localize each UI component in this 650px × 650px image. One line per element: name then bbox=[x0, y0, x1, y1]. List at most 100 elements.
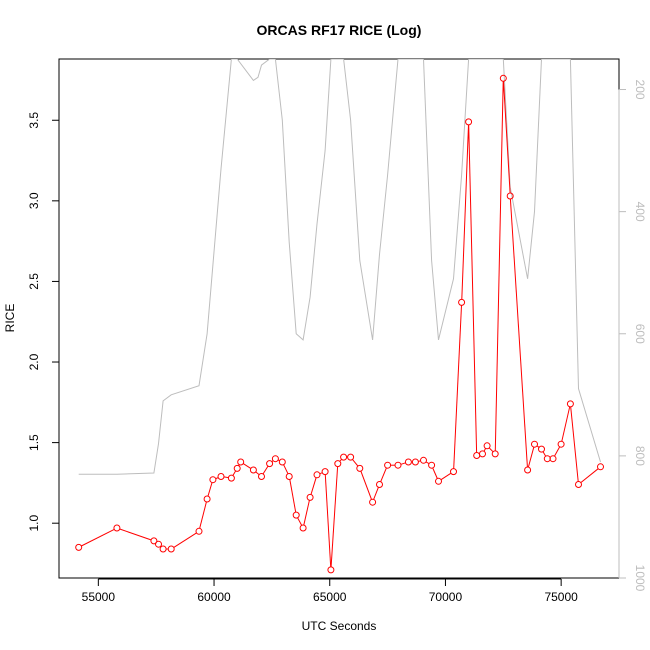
data-point bbox=[258, 473, 265, 480]
data-point bbox=[566, 400, 574, 408]
data-point bbox=[334, 460, 342, 468]
series-segment bbox=[425, 461, 430, 465]
right-axis: 200 400 600 800 1000 bbox=[618, 80, 647, 592]
y-tick-label: 3.5 bbox=[27, 112, 41, 129]
data-point bbox=[491, 450, 499, 458]
data-point bbox=[150, 537, 158, 545]
data-point bbox=[384, 461, 392, 469]
series-segment bbox=[352, 459, 359, 467]
data-point bbox=[575, 481, 582, 488]
data-point bbox=[217, 473, 225, 480]
data-point bbox=[347, 453, 355, 461]
y-tick-label: 1.5 bbox=[27, 434, 41, 451]
x-tick-label: 75000 bbox=[544, 590, 578, 604]
data-point bbox=[327, 566, 335, 574]
data-point bbox=[524, 466, 532, 474]
series-segment bbox=[255, 471, 260, 475]
series-segment bbox=[570, 406, 579, 482]
data-point bbox=[75, 543, 83, 551]
y-tick-label: 3.0 bbox=[27, 192, 41, 209]
data-point bbox=[278, 458, 286, 466]
data-point bbox=[155, 540, 162, 548]
series-segment bbox=[207, 482, 213, 497]
data-point bbox=[420, 456, 427, 464]
y-tick-label: 2.0 bbox=[27, 353, 41, 370]
series-segment bbox=[297, 517, 303, 526]
series-segment bbox=[360, 471, 372, 500]
plot-frame bbox=[58, 58, 620, 579]
series-segment bbox=[380, 467, 387, 482]
series-segment bbox=[488, 447, 494, 453]
data-point bbox=[428, 461, 436, 469]
data-point bbox=[404, 458, 412, 466]
series-segment bbox=[330, 466, 339, 567]
series-segment bbox=[223, 476, 229, 479]
chart-title: ORCAS RF17 RICE (Log) bbox=[257, 22, 422, 38]
series-segment bbox=[324, 474, 332, 567]
data-point bbox=[249, 466, 257, 474]
series-segment bbox=[199, 501, 207, 529]
data-point bbox=[465, 118, 473, 126]
data-point bbox=[237, 458, 245, 466]
series-segment bbox=[527, 446, 535, 468]
data-point bbox=[167, 545, 175, 553]
series-segment bbox=[453, 305, 462, 469]
data-point bbox=[435, 477, 442, 485]
data-point bbox=[531, 440, 538, 448]
data-point bbox=[306, 493, 314, 501]
data-point bbox=[450, 468, 457, 476]
data-point bbox=[369, 498, 377, 506]
x-tick-label: 55000 bbox=[82, 590, 116, 604]
series-segment bbox=[310, 477, 317, 495]
series-segment bbox=[373, 487, 379, 500]
series-segment bbox=[432, 467, 438, 479]
series-segment bbox=[173, 532, 197, 548]
series-segment bbox=[119, 528, 152, 541]
x-tick-label: 60000 bbox=[197, 590, 231, 604]
data-point bbox=[299, 524, 307, 532]
data-point bbox=[209, 476, 217, 484]
primary-series bbox=[75, 74, 604, 574]
data-point bbox=[557, 440, 565, 448]
series-segment bbox=[232, 470, 237, 476]
series-segment bbox=[242, 463, 252, 469]
data-point bbox=[285, 473, 293, 480]
data-point bbox=[394, 461, 402, 469]
right-tick-label: 600 bbox=[633, 324, 647, 344]
x-tick-label: 70000 bbox=[429, 590, 463, 604]
series-segment bbox=[400, 462, 406, 465]
data-point bbox=[411, 458, 419, 466]
data-point bbox=[195, 527, 203, 535]
series-segment bbox=[262, 465, 269, 475]
x-axis: 55000 60000 65000 70000 75000 bbox=[82, 578, 578, 604]
data-point bbox=[321, 468, 329, 476]
data-point bbox=[340, 453, 348, 461]
data-point bbox=[376, 481, 383, 488]
data-point bbox=[203, 495, 211, 503]
series-segment bbox=[283, 464, 289, 475]
series-segment bbox=[81, 528, 115, 547]
secondary-series-line bbox=[78, 59, 601, 475]
data-point bbox=[597, 463, 604, 471]
series-segment bbox=[554, 446, 561, 457]
series-segment bbox=[561, 406, 571, 442]
series-segment bbox=[509, 198, 528, 468]
x-tick-label: 65000 bbox=[313, 590, 347, 604]
x-axis-label: UTC Seconds bbox=[302, 619, 377, 633]
y-tick-label: 2.5 bbox=[27, 273, 41, 290]
data-point bbox=[549, 455, 557, 463]
data-point bbox=[483, 442, 491, 450]
series-segment bbox=[483, 448, 487, 452]
right-tick-label: 400 bbox=[633, 202, 647, 222]
data-point bbox=[313, 471, 321, 479]
data-point bbox=[356, 464, 364, 472]
data-point bbox=[499, 74, 507, 82]
data-point bbox=[506, 192, 514, 200]
data-point bbox=[538, 445, 545, 453]
data-point bbox=[113, 524, 121, 532]
series-segment bbox=[461, 124, 469, 300]
series-segment bbox=[468, 124, 478, 453]
data-point bbox=[227, 474, 235, 482]
right-tick-label: 200 bbox=[633, 80, 647, 100]
